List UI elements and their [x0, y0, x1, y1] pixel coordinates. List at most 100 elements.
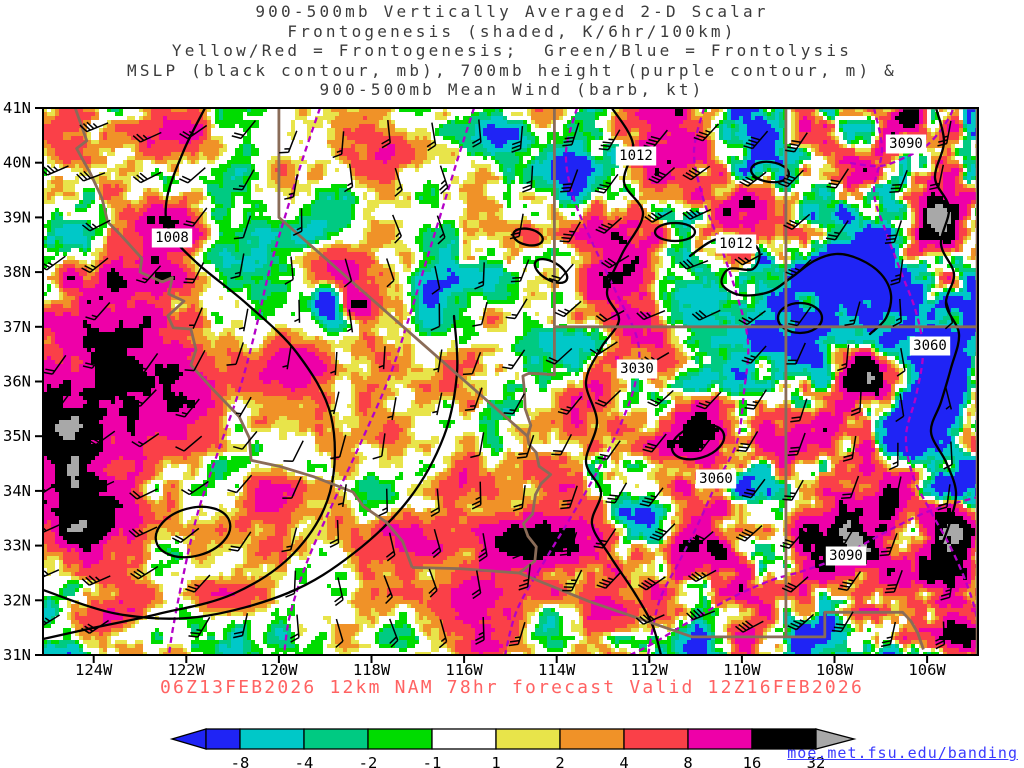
map-layers: 1008 1012 1012 3030 3060 3060 3090 3090 [44, 109, 977, 654]
height-contour [504, 109, 641, 654]
wind-barb [134, 352, 159, 373]
wind-barb [131, 432, 160, 448]
wind-barb [682, 208, 712, 220]
wind-barb [76, 170, 106, 182]
wind-barb [128, 526, 158, 538]
wind-barb [884, 570, 903, 594]
wind-barb [171, 527, 200, 544]
contour-label: 1012 [715, 234, 757, 254]
wind-barb [46, 393, 70, 414]
wind-barb [227, 474, 253, 494]
wind-barb [593, 528, 617, 549]
wind-barb [183, 262, 205, 284]
wind-barb [594, 389, 622, 407]
wind-barb [937, 484, 951, 511]
wind-barb [430, 303, 441, 331]
wind-barb [643, 129, 668, 149]
colorbar-tick-label: 4 [619, 754, 628, 768]
wind-barb [378, 488, 389, 517]
geo-border [521, 326, 556, 437]
wind-barb [282, 346, 292, 370]
contour-label-text: 3030 [620, 361, 654, 377]
wind-barb [346, 309, 354, 333]
wind-barb [510, 259, 530, 283]
lat-label: 35N [3, 427, 31, 445]
wind-barb [233, 613, 249, 639]
wind-barb [837, 344, 850, 372]
wind-barb [896, 347, 906, 377]
contour-label-text: 3060 [913, 338, 947, 354]
colorbar-segment [367, 728, 433, 750]
wind-barb [44, 165, 69, 176]
wind-barb [886, 476, 902, 502]
wind-barb [44, 255, 66, 271]
lat-label: 34N [3, 482, 31, 500]
wind-barb [786, 342, 806, 365]
height-contour [872, 109, 977, 641]
contour-label-text: 3090 [889, 136, 923, 152]
wind-barb [471, 119, 482, 148]
wind-barbs [44, 119, 954, 650]
wind-barb [184, 349, 206, 372]
height-contour [167, 109, 321, 654]
geo-border [277, 109, 529, 438]
colorbar-segment [559, 728, 625, 750]
wind-barb [940, 574, 954, 601]
wind-barb [880, 621, 897, 648]
wind-barb [596, 570, 623, 589]
credit-link[interactable]: moe.met.fsu.edu/banding [787, 744, 1018, 762]
lat-label: 41N [3, 99, 31, 117]
wind-barb [233, 215, 252, 240]
wind-barb [394, 167, 403, 197]
wind-barb [178, 167, 206, 184]
wind-barb [282, 476, 302, 499]
wind-barb [649, 523, 676, 541]
wind-barb [779, 530, 805, 549]
lon-label: 118W [353, 661, 391, 679]
wind-barb [551, 433, 573, 456]
wind-barb [559, 531, 578, 556]
wind-barb [929, 164, 945, 191]
wind-barb [562, 569, 583, 592]
wind-barb [79, 121, 109, 133]
wind-barb [943, 441, 953, 470]
wind-barb [502, 349, 526, 370]
wind-barb [508, 621, 526, 647]
wind-barb [329, 519, 340, 548]
wind-barb [682, 165, 711, 181]
wind-barb [233, 430, 258, 450]
wind-barb [598, 129, 621, 151]
wind-barb [188, 616, 211, 638]
lon-label: 108W [816, 661, 854, 679]
lon-label: 122W [168, 661, 206, 679]
wind-barb [131, 389, 157, 407]
wind-barb [605, 482, 628, 504]
lat-label: 38N [3, 263, 31, 281]
wind-barb [642, 433, 667, 453]
wind-barb [831, 611, 854, 633]
wind-barb [790, 398, 808, 423]
wind-barb [462, 351, 482, 376]
lat-label: 36N [3, 373, 31, 391]
wind-barb [503, 393, 526, 415]
wind-barb [470, 432, 485, 459]
wind-barb [601, 254, 630, 269]
wind-barb [879, 532, 898, 557]
geo-border [412, 566, 925, 650]
wind-barb [735, 620, 764, 633]
wind-barb [344, 163, 354, 193]
colorbar-below-arrow [169, 728, 207, 750]
colorbar-segment [239, 728, 305, 750]
colorbar-segment [495, 728, 561, 750]
wind-barb [736, 431, 759, 452]
wind-barb [235, 396, 252, 418]
wind-barb [474, 262, 485, 290]
wind-barb [181, 480, 209, 496]
wind-barb [279, 130, 298, 154]
wind-barb [471, 570, 482, 600]
title-line: 900-500mb Vertically Averaged 2-D Scalar [255, 2, 769, 21]
contour-label-text: 3090 [829, 548, 863, 564]
wind-barb [81, 219, 111, 232]
